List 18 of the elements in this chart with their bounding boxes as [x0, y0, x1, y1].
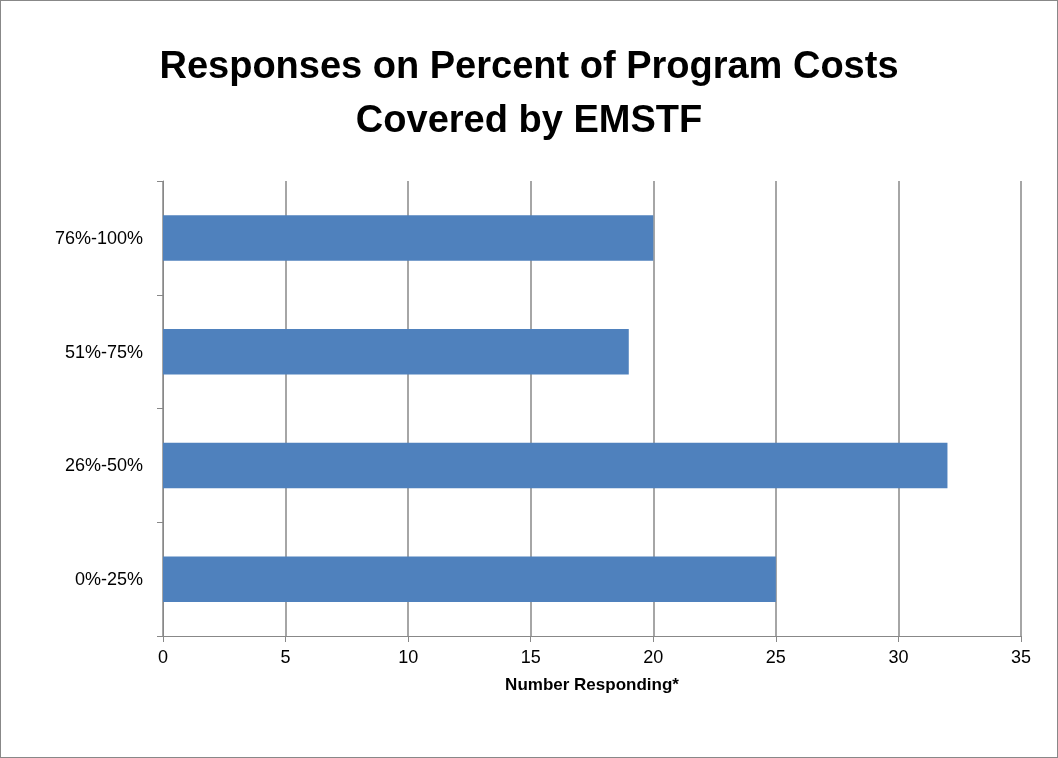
- x-tick-label: 25: [765, 647, 786, 667]
- y-tick-label: 76%-100%: [54, 227, 143, 248]
- x-tick-label: 0: [157, 647, 169, 667]
- bar: [163, 442, 948, 489]
- x-axis-title: Number Responding*: [505, 675, 680, 694]
- y-tick-label: 51%-75%: [64, 341, 143, 362]
- y-tick-label: 26%-50%: [64, 455, 143, 476]
- x-tick-label: 20: [643, 647, 664, 667]
- x-tick-label: 5: [280, 647, 291, 667]
- x-tick-label: 10: [398, 647, 419, 667]
- bar: [163, 328, 629, 375]
- x-tick-label: 30: [888, 647, 909, 667]
- x-tick-label: 35: [1010, 647, 1032, 667]
- bar: [163, 215, 654, 261]
- x-tick-label: 15: [520, 647, 541, 667]
- chart-title: Responses on Percent of Program Costs Covered by EMSTF: [159, 44, 899, 140]
- bar: [163, 556, 776, 602]
- y-tick-label: 0%-25%: [74, 569, 143, 590]
